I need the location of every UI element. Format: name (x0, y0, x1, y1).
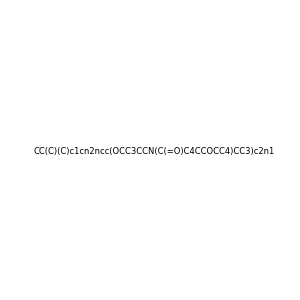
Text: CC(C)(C)c1cn2ncc(OCC3CCN(C(=O)C4CCOCC4)CC3)c2n1: CC(C)(C)c1cn2ncc(OCC3CCN(C(=O)C4CCOCC4)C… (33, 147, 274, 156)
